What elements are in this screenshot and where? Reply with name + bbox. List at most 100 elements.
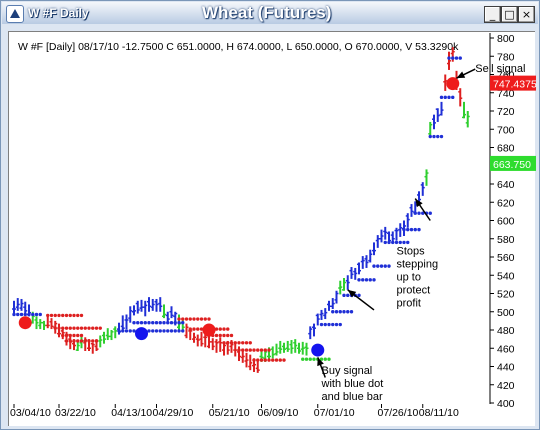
stop-dot [439,95,444,100]
stop-dot [226,341,230,345]
stop-dot [447,56,451,60]
stop-dot [79,339,84,343]
stop-dot [177,317,181,321]
stop-dot [184,317,189,321]
ohlc-bar [447,51,451,70]
stop-dot [76,339,80,343]
stop-dot [79,326,84,330]
stop-dot [413,211,417,215]
stop-dot [128,329,132,333]
stop-dot [151,321,155,325]
ohlc-bar [165,311,170,322]
stop-dot [439,134,444,139]
stop-dot [323,322,327,327]
stop-dot [218,333,222,338]
ohlc-bar [184,323,189,339]
stop-dot [222,341,226,345]
stop-dot [349,310,354,314]
ohlc-bar [353,267,358,280]
annotation-line: stepping [397,258,439,270]
ohlc-bar [342,277,346,291]
stop-dot [162,329,166,333]
stop-dot [413,227,417,232]
ohlc-bar [458,88,463,107]
ohlc-bar [375,235,380,248]
x-tick-label: 03/22/10 [55,407,96,419]
stop-dot [76,326,80,330]
stop-dot [334,322,339,327]
maximize-button[interactable]: □ [501,6,518,23]
stop-dot [222,333,226,338]
stop-dot [338,322,342,327]
ohlc-bar [334,290,339,304]
ohlc-bar [233,342,238,357]
signal-dot [202,323,216,337]
ohlc-bar [308,326,313,340]
ohlc-bar [120,315,125,332]
stop-dot [241,341,245,345]
stop-dot [53,326,57,330]
stop-dot [91,326,95,330]
ohlc-bar [424,169,429,186]
stop-dot [323,357,327,361]
ohlc-bar [304,342,309,356]
annotation-text: Stops stepping up to protect profit [397,245,439,309]
ohlc-bar [315,313,320,326]
ohlc-bar [278,340,283,354]
stop-dot [263,348,267,352]
y-tick-label: 460 [497,343,515,355]
stop-dot [304,357,309,361]
close-button[interactable]: × [518,6,535,23]
stop-dot [252,358,256,362]
y-tick-label: 440 [497,362,515,374]
stop-dot [38,312,42,317]
stop-dot [76,313,80,318]
stop-dot [87,326,91,330]
ohlc-bar [45,316,50,329]
ohlc-bar [323,308,328,320]
ohlc-bar [274,343,279,356]
stop-dot [346,310,350,314]
stop-dot [226,327,230,331]
stop-dot [278,358,282,362]
stop-dot [139,321,144,325]
stop-dot [72,326,76,330]
ohlc-bar [470,91,474,113]
stop-dot [23,312,27,317]
arrow-head [456,71,466,79]
x-tick-label: 06/09/10 [258,407,299,419]
stop-dot [331,310,335,314]
ohlc-bar [465,111,470,128]
ohlc-bar [192,332,196,343]
stop-dot [226,333,230,338]
stop-dot [64,326,69,330]
price-label: 663.750 [490,155,536,171]
x-axis: 03/04/10 03/22/10 04/13/10 04/29/10 05/21/10… [10,404,459,419]
stop-dot [169,329,174,333]
ohlc-bar [154,298,159,312]
ohlc-bar [428,121,433,136]
y-tick-label: 600 [497,216,515,228]
stop-dot [387,264,391,268]
stop-dot [428,134,432,139]
ohlc-bar [364,255,369,268]
ohlc-bar [383,226,388,240]
stop-dot [406,240,410,245]
stop-dot [368,278,372,282]
annotation-text: Buy signal with blue dot and blue bar [321,365,384,403]
annotation-line: up to [397,271,421,283]
title-bar[interactable]: W #F Daily Wheat (Futures) _ □ × [2,2,538,24]
stop-dot [372,278,376,282]
stop-dot [398,240,402,245]
ohlc-bar [297,342,301,354]
stop-dot [443,95,447,100]
stop-dot [218,327,222,331]
ohlc-bar [90,342,95,354]
price-label-box [490,75,536,91]
stop-dot [402,227,406,232]
ohlc-bar [319,309,324,320]
stop-dot [331,322,335,327]
stop-dot [83,339,87,343]
minimize-button[interactable]: _ [484,6,501,23]
